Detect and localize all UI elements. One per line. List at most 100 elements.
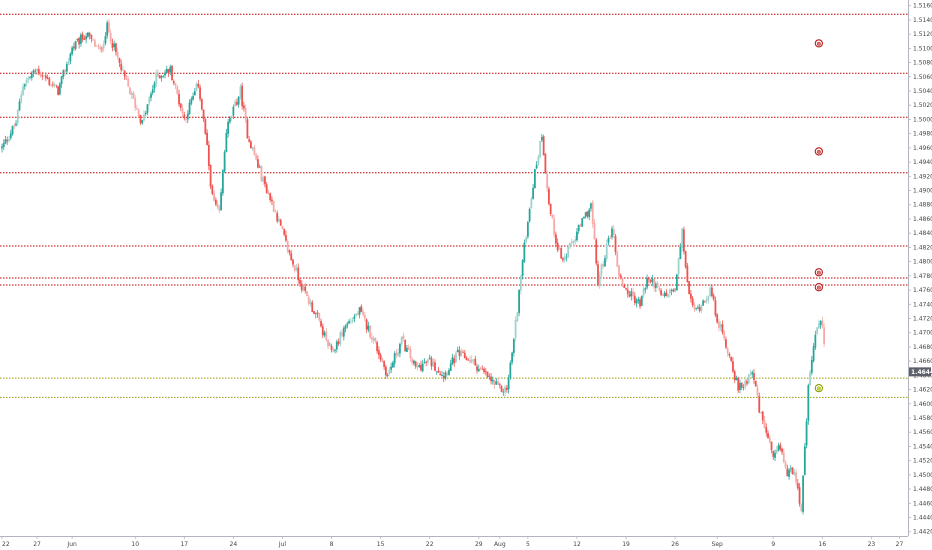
candle — [781, 447, 783, 455]
candle — [395, 349, 398, 359]
candle-body — [85, 36, 88, 40]
candle — [234, 99, 237, 108]
candle — [442, 371, 445, 383]
resistance-marker-icon[interactable] — [814, 283, 823, 292]
candle — [297, 263, 300, 284]
candle — [200, 97, 203, 111]
candle-body — [267, 192, 270, 194]
candle-body — [523, 242, 526, 262]
candle — [94, 38, 96, 47]
candle-body — [628, 294, 631, 297]
candle-body — [458, 350, 461, 357]
candle-body — [744, 380, 747, 387]
candle — [108, 18, 110, 34]
candle — [490, 372, 492, 385]
candle — [430, 355, 433, 371]
candle — [803, 443, 806, 476]
candle — [260, 165, 263, 182]
candle-body — [691, 298, 694, 306]
resistance-marker-icon[interactable] — [814, 39, 823, 48]
candle-body — [101, 48, 103, 50]
candle-body — [309, 301, 312, 305]
candle — [689, 289, 692, 303]
candle-body — [498, 384, 501, 386]
candle-body — [695, 308, 698, 309]
candle-body — [712, 295, 715, 300]
candle-body — [358, 307, 361, 315]
candle — [640, 295, 643, 307]
candle-body — [192, 96, 194, 100]
resistance-marker-icon[interactable] — [814, 147, 823, 156]
candle-body — [346, 323, 349, 326]
candle-body — [658, 287, 661, 290]
candle — [791, 467, 794, 475]
candle-body — [118, 58, 121, 63]
candle-body — [765, 427, 768, 433]
price-axis[interactable]: 1.51600 1.51400 1.51200 1.51000 1.50800 1.506… — [908, 3, 932, 536]
candle-body — [591, 202, 594, 224]
candle-body — [393, 353, 396, 364]
candle-body — [716, 314, 719, 323]
candle-body — [86, 32, 89, 37]
candle — [684, 250, 687, 269]
candle — [53, 82, 56, 88]
candle — [109, 29, 112, 45]
candle-body — [798, 487, 801, 504]
candle-body — [497, 381, 499, 385]
candle — [502, 388, 505, 396]
candle — [414, 360, 417, 369]
candle — [481, 365, 484, 370]
candle — [218, 204, 221, 213]
candle-body — [677, 258, 680, 275]
candle-body — [579, 224, 582, 227]
candle-body — [470, 359, 473, 363]
candle-body — [342, 328, 345, 337]
candle-body — [509, 362, 512, 379]
y-tick-label: 1.49200 — [913, 173, 932, 180]
candle — [788, 467, 790, 480]
candle-body — [25, 79, 28, 84]
candle-body — [146, 104, 149, 113]
candle-body — [344, 325, 347, 329]
candle-body — [234, 101, 237, 106]
candle — [642, 286, 645, 299]
resistance-marker-icon[interactable] — [814, 268, 823, 277]
candle — [323, 330, 326, 338]
candle-body — [81, 34, 84, 40]
candle — [810, 356, 813, 376]
candle — [15, 120, 17, 127]
y-tick-label: 1.50800 — [913, 60, 932, 67]
candle — [411, 357, 414, 366]
candle — [798, 483, 801, 507]
candle-body — [67, 61, 70, 65]
candle — [255, 152, 258, 161]
candle-body — [323, 332, 326, 336]
candle — [469, 355, 471, 364]
candle-body — [250, 141, 252, 149]
time-axis[interactable]: 22 27 Jun 10 17 24 Jul 8 15 22 29 Aug 5 12 19 26 Sep 9 16 2… — [1, 536, 903, 548]
x-tick-label: 27 — [33, 541, 41, 548]
candle — [441, 370, 443, 377]
candle-body — [228, 117, 231, 123]
candle-body — [248, 139, 251, 142]
candle-body — [423, 362, 426, 363]
support-marker-icon[interactable] — [814, 383, 823, 393]
candle — [817, 319, 820, 329]
candle — [318, 313, 321, 323]
candle — [123, 70, 126, 80]
candle — [300, 280, 303, 293]
x-tick-label: 17 — [180, 541, 188, 548]
candle-body — [97, 46, 100, 47]
candle — [172, 79, 175, 86]
candle — [186, 110, 189, 123]
candle-body — [583, 216, 585, 219]
candle — [295, 264, 298, 272]
candle-body — [379, 354, 382, 360]
candle — [453, 355, 456, 367]
candle — [483, 367, 485, 375]
candle — [146, 104, 149, 116]
candle — [467, 358, 470, 361]
candle-body — [242, 105, 245, 109]
candle-body — [728, 354, 731, 356]
